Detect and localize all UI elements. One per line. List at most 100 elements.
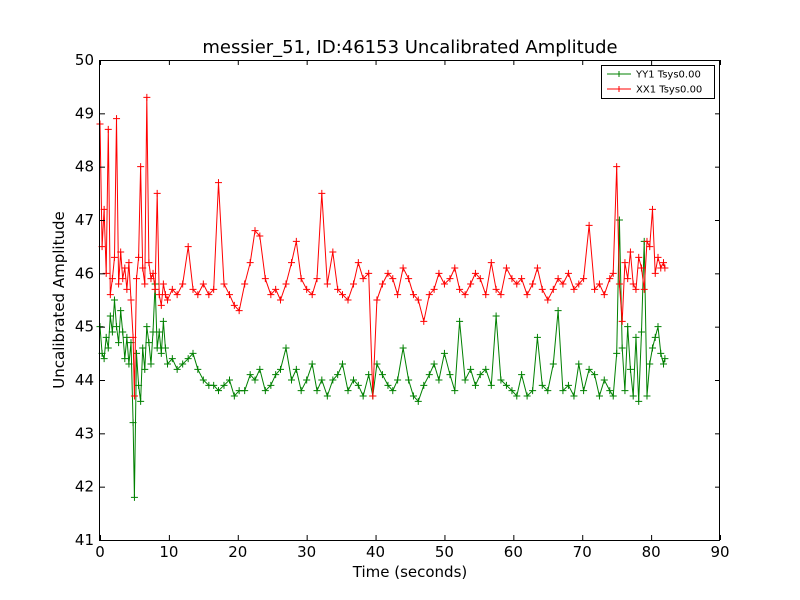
data-point bbox=[440, 349, 448, 357]
data-point bbox=[626, 365, 634, 373]
data-point bbox=[303, 285, 311, 293]
data-point bbox=[127, 296, 135, 304]
data-point bbox=[430, 285, 438, 293]
data-point bbox=[435, 269, 443, 277]
data-point bbox=[405, 376, 413, 384]
data-point bbox=[615, 280, 623, 288]
x-tick-label: 80 bbox=[642, 543, 661, 561]
data-point bbox=[108, 275, 116, 283]
data-point bbox=[523, 392, 531, 400]
data-point bbox=[399, 264, 407, 272]
legend-marker-yy1 bbox=[616, 71, 622, 77]
data-point bbox=[618, 344, 626, 352]
data-point bbox=[595, 392, 603, 400]
data-point bbox=[660, 360, 668, 368]
data-point bbox=[139, 344, 147, 352]
data-point bbox=[621, 259, 629, 267]
data-point bbox=[359, 392, 367, 400]
data-point bbox=[159, 317, 167, 325]
data-point bbox=[651, 333, 659, 341]
data-point bbox=[378, 371, 386, 379]
data-point bbox=[648, 205, 656, 213]
legend-box bbox=[601, 65, 715, 99]
data-point bbox=[151, 285, 159, 293]
data-point bbox=[179, 280, 187, 288]
data-point bbox=[246, 371, 254, 379]
data-point bbox=[446, 371, 454, 379]
data-point bbox=[575, 280, 583, 288]
data-point bbox=[359, 275, 367, 283]
data-point bbox=[329, 248, 337, 256]
x-tick-label: 30 bbox=[297, 543, 316, 561]
data-point bbox=[161, 344, 169, 352]
data-point bbox=[141, 365, 149, 373]
y-axis-label: Uncalibrated Amplitude bbox=[50, 211, 68, 388]
data-point bbox=[643, 392, 651, 400]
data-point bbox=[420, 381, 428, 389]
data-point bbox=[145, 259, 153, 267]
data-point bbox=[626, 248, 634, 256]
data-point bbox=[544, 387, 552, 395]
data-point bbox=[145, 339, 153, 347]
data-point bbox=[559, 387, 567, 395]
data-point bbox=[125, 259, 133, 267]
data-point bbox=[640, 285, 648, 293]
y-tick-label: 47 bbox=[75, 211, 94, 229]
data-point bbox=[288, 259, 296, 267]
data-point bbox=[518, 275, 526, 283]
y-tick-label: 49 bbox=[75, 104, 94, 122]
data-point bbox=[591, 371, 599, 379]
data-point bbox=[425, 291, 433, 299]
data-point bbox=[100, 205, 108, 213]
data-point bbox=[251, 227, 259, 235]
axis-layer: 0 10 20 30 40 50 60 70 80 90 41 42 43 44 45 46 47 48 49 50 bbox=[75, 51, 730, 561]
data-point bbox=[518, 371, 526, 379]
data-point bbox=[632, 333, 640, 341]
data-point bbox=[104, 125, 112, 133]
data-point bbox=[256, 232, 264, 240]
data-point bbox=[451, 264, 459, 272]
data-point bbox=[657, 349, 665, 357]
data-point bbox=[323, 280, 331, 288]
data-point bbox=[350, 280, 358, 288]
data-point bbox=[164, 296, 172, 304]
data-point bbox=[497, 291, 505, 299]
data-point bbox=[292, 365, 300, 373]
data-point bbox=[618, 317, 626, 325]
data-point bbox=[564, 269, 572, 277]
data-point bbox=[276, 296, 284, 304]
data-point bbox=[425, 371, 433, 379]
data-point bbox=[157, 349, 165, 357]
data-point bbox=[508, 275, 516, 283]
data-point bbox=[157, 301, 165, 309]
data-point bbox=[615, 216, 623, 224]
chart-title: messier_51, ID:46153 Uncalibrated Amplit… bbox=[202, 37, 617, 58]
data-point bbox=[115, 280, 123, 288]
data-point bbox=[365, 269, 373, 277]
data-point bbox=[414, 296, 422, 304]
data-point bbox=[123, 285, 131, 293]
data-point bbox=[179, 360, 187, 368]
data-point bbox=[113, 323, 121, 331]
data-point bbox=[282, 280, 290, 288]
data-point bbox=[467, 280, 475, 288]
data-point bbox=[130, 392, 138, 400]
data-point bbox=[318, 189, 326, 197]
data-point bbox=[651, 269, 659, 277]
data-point bbox=[613, 163, 621, 171]
y-tick-label: 50 bbox=[75, 51, 94, 69]
data-point bbox=[564, 381, 572, 389]
data-point bbox=[143, 93, 151, 101]
data-point bbox=[502, 381, 510, 389]
data-point bbox=[354, 381, 362, 389]
data-point bbox=[313, 387, 321, 395]
data-point bbox=[121, 355, 129, 363]
x-tick-label: 70 bbox=[573, 543, 592, 561]
data-point bbox=[600, 376, 608, 384]
data-point bbox=[153, 189, 161, 197]
data-point bbox=[189, 349, 197, 357]
data-point bbox=[523, 291, 531, 299]
data-point bbox=[214, 179, 222, 187]
data-point bbox=[591, 285, 599, 293]
y-tick-label: 42 bbox=[75, 478, 94, 496]
